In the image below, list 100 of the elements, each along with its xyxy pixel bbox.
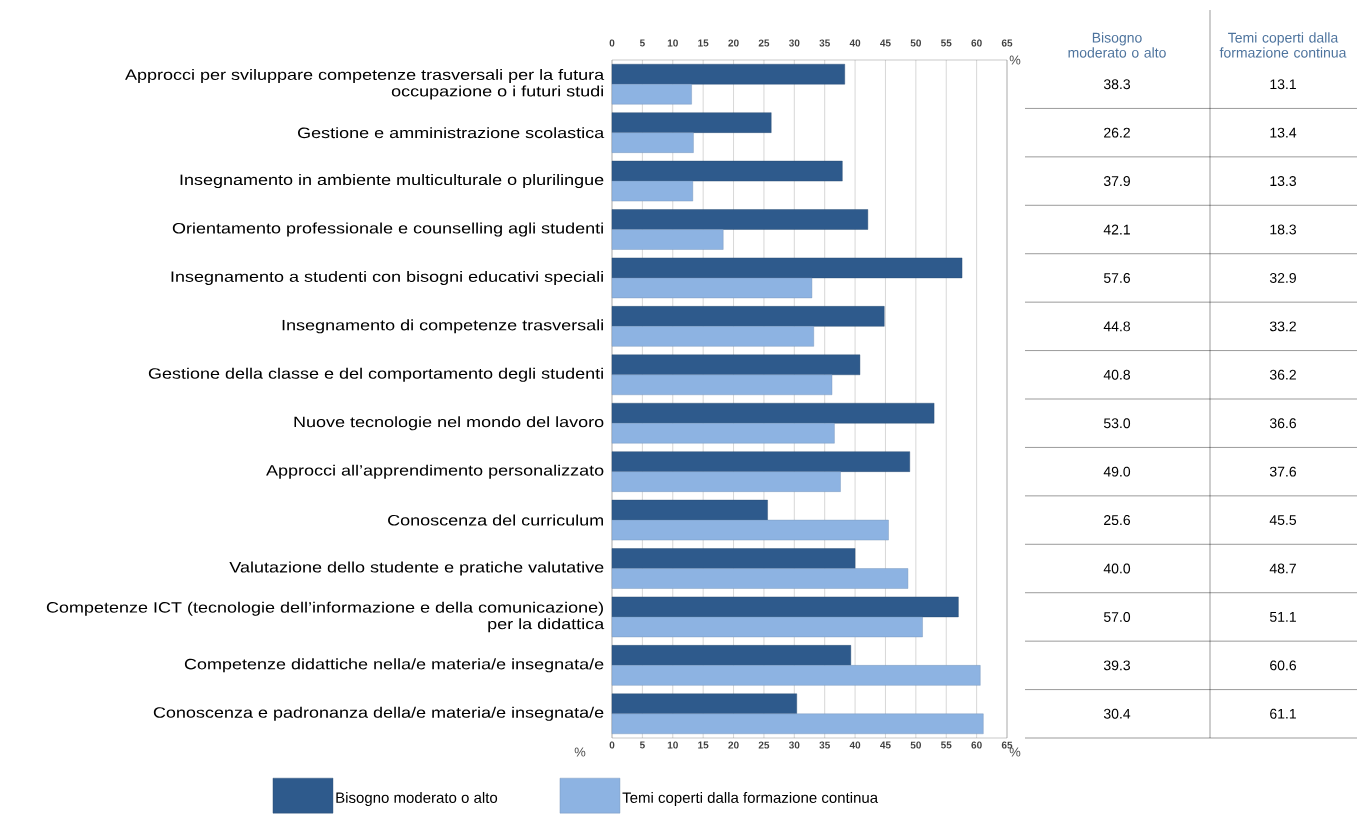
y-tick-label: Valutazione dello studente e pratiche valutative (229, 561, 604, 576)
x-tick-label: 5 (639, 741, 645, 749)
x-tick-label: 60 (971, 741, 982, 749)
y-tick-label: Insegnamento in ambiente multiculturale o plurilingue (180, 174, 604, 189)
x2-tick-label: 55 (940, 39, 952, 47)
data-label: 30.4 (1103, 708, 1131, 719)
bar (611, 423, 835, 444)
x-tick-label: 55 (940, 741, 952, 749)
data-label: 44.8 (1103, 321, 1131, 332)
data-label: 49.0 (1103, 466, 1131, 477)
bar (611, 112, 772, 133)
bar (611, 548, 856, 569)
bar (611, 64, 845, 85)
legend-label: Bisogno moderato o alto (336, 791, 498, 806)
x2-tick-label: 0 (609, 39, 615, 47)
text: % (1009, 747, 1021, 757)
x-tick-label: 20 (728, 741, 739, 749)
x-tick-label: 15 (698, 741, 709, 749)
y-tick-label: Competenze ICT (tecnologie dell’informazione e della comunicazione) per la didattica (46, 601, 605, 633)
bar (611, 180, 694, 202)
bar (611, 209, 869, 230)
data-label: 61.1 (1270, 708, 1296, 719)
x2-tick-label: 5 (639, 39, 645, 47)
data-label: 57.6 (1103, 272, 1131, 283)
bar (611, 257, 963, 279)
y-tick-label: Insegnamento a studenti con bisogni educativi speciali (171, 270, 603, 285)
data-label: 38.3 (1103, 79, 1131, 90)
data-label: 60.6 (1270, 660, 1297, 671)
text: Bisogno moderato o alto (1068, 32, 1166, 58)
x2-tick-label: 20 (728, 39, 739, 47)
x-tick-label: 25 (758, 741, 770, 749)
data-label: 53.0 (1103, 418, 1131, 429)
x-tick-label: 0 (609, 741, 615, 749)
bar (611, 645, 852, 666)
x-tick-label: 40 (849, 741, 861, 749)
bar (611, 519, 889, 541)
data-label: 42.1 (1103, 224, 1130, 235)
x2-tick-label: 45 (880, 39, 891, 47)
bar (611, 132, 694, 153)
bar (611, 451, 910, 472)
y-tick-label: Conoscenza del curriculum (388, 514, 603, 526)
y-tick-label: Insegnamento di competenze trasversali (282, 319, 603, 334)
y-tick-label: Approcci per sviluppare competenze trasversali per la futura occupazione o i futuri studi (125, 68, 605, 100)
data-label: 51.1 (1269, 612, 1296, 622)
data-label: 18.3 (1270, 224, 1297, 235)
bar (611, 277, 813, 299)
bar (611, 568, 909, 589)
x-axis-title: % (574, 747, 586, 757)
bar (611, 403, 935, 424)
data-label: 26.2 (1104, 127, 1130, 138)
x-tick-label: 10 (667, 741, 678, 749)
legend-label: Temi coperti dalla formazione continua (622, 791, 879, 806)
y-tick-label: Approcci all’apprendimento personalizzato (266, 464, 604, 479)
y-tick-label: Gestione della classe e del comportamento degli studenti (148, 367, 603, 382)
x2-tick-label: 25 (758, 39, 770, 47)
x2-tick-label: 35 (819, 39, 830, 47)
x2-tick-label: 65 (1001, 39, 1013, 47)
data-label: 25.6 (1104, 515, 1131, 526)
data-label: 40.0 (1103, 563, 1131, 574)
bar (611, 616, 923, 638)
bar (611, 354, 861, 375)
bar (611, 665, 981, 686)
data-label: 39.3 (1103, 660, 1131, 671)
data-label: 13.3 (1270, 176, 1297, 187)
x-tick-label: 35 (819, 741, 830, 749)
x2-tick-label: 40 (849, 39, 861, 47)
data-label: 37.9 (1103, 176, 1130, 187)
x2-axis-title: % (1009, 55, 1021, 65)
data-label: 48.7 (1269, 563, 1296, 574)
bar (611, 306, 885, 327)
bar (611, 471, 841, 492)
data-label: 57.0 (1103, 611, 1131, 622)
bar (611, 713, 984, 734)
data-label: 36.6 (1269, 418, 1297, 429)
bar (611, 374, 833, 395)
data-label: 37.6 (1269, 466, 1297, 477)
bar (611, 160, 843, 182)
text: Temi coperti dalla formazione continua (1219, 32, 1347, 58)
bar (611, 596, 959, 618)
x2-tick-label: 30 (788, 39, 800, 47)
data-label: 40.8 (1103, 369, 1131, 380)
data-label: 45.5 (1269, 515, 1297, 525)
x-tick-label: 65 (1001, 741, 1013, 749)
data-label: 33.2 (1269, 321, 1296, 332)
x2-tick-label: 60 (971, 39, 982, 47)
x2-tick-label: 15 (698, 39, 709, 47)
bar (611, 229, 724, 250)
data-label: 32.9 (1269, 272, 1296, 283)
bar (611, 499, 768, 521)
bar (611, 693, 797, 714)
x-tick-label: 45 (880, 741, 891, 749)
x-tick-label: 30 (788, 741, 800, 749)
bar (611, 84, 692, 105)
bar (611, 326, 814, 347)
x-tick-label: 50 (910, 741, 921, 749)
y-tick-label: Competenze didattiche nella/e materia/e insegnata/e (184, 658, 604, 673)
y-tick-label: Conoscenza e padronanza della/e materia/e insegnata/e (153, 706, 604, 721)
x2-tick-label: 50 (910, 39, 921, 47)
data-label: 13.1 (1270, 79, 1296, 90)
y-tick-label: Nuove tecnologie nel mondo del lavoro (294, 416, 604, 431)
